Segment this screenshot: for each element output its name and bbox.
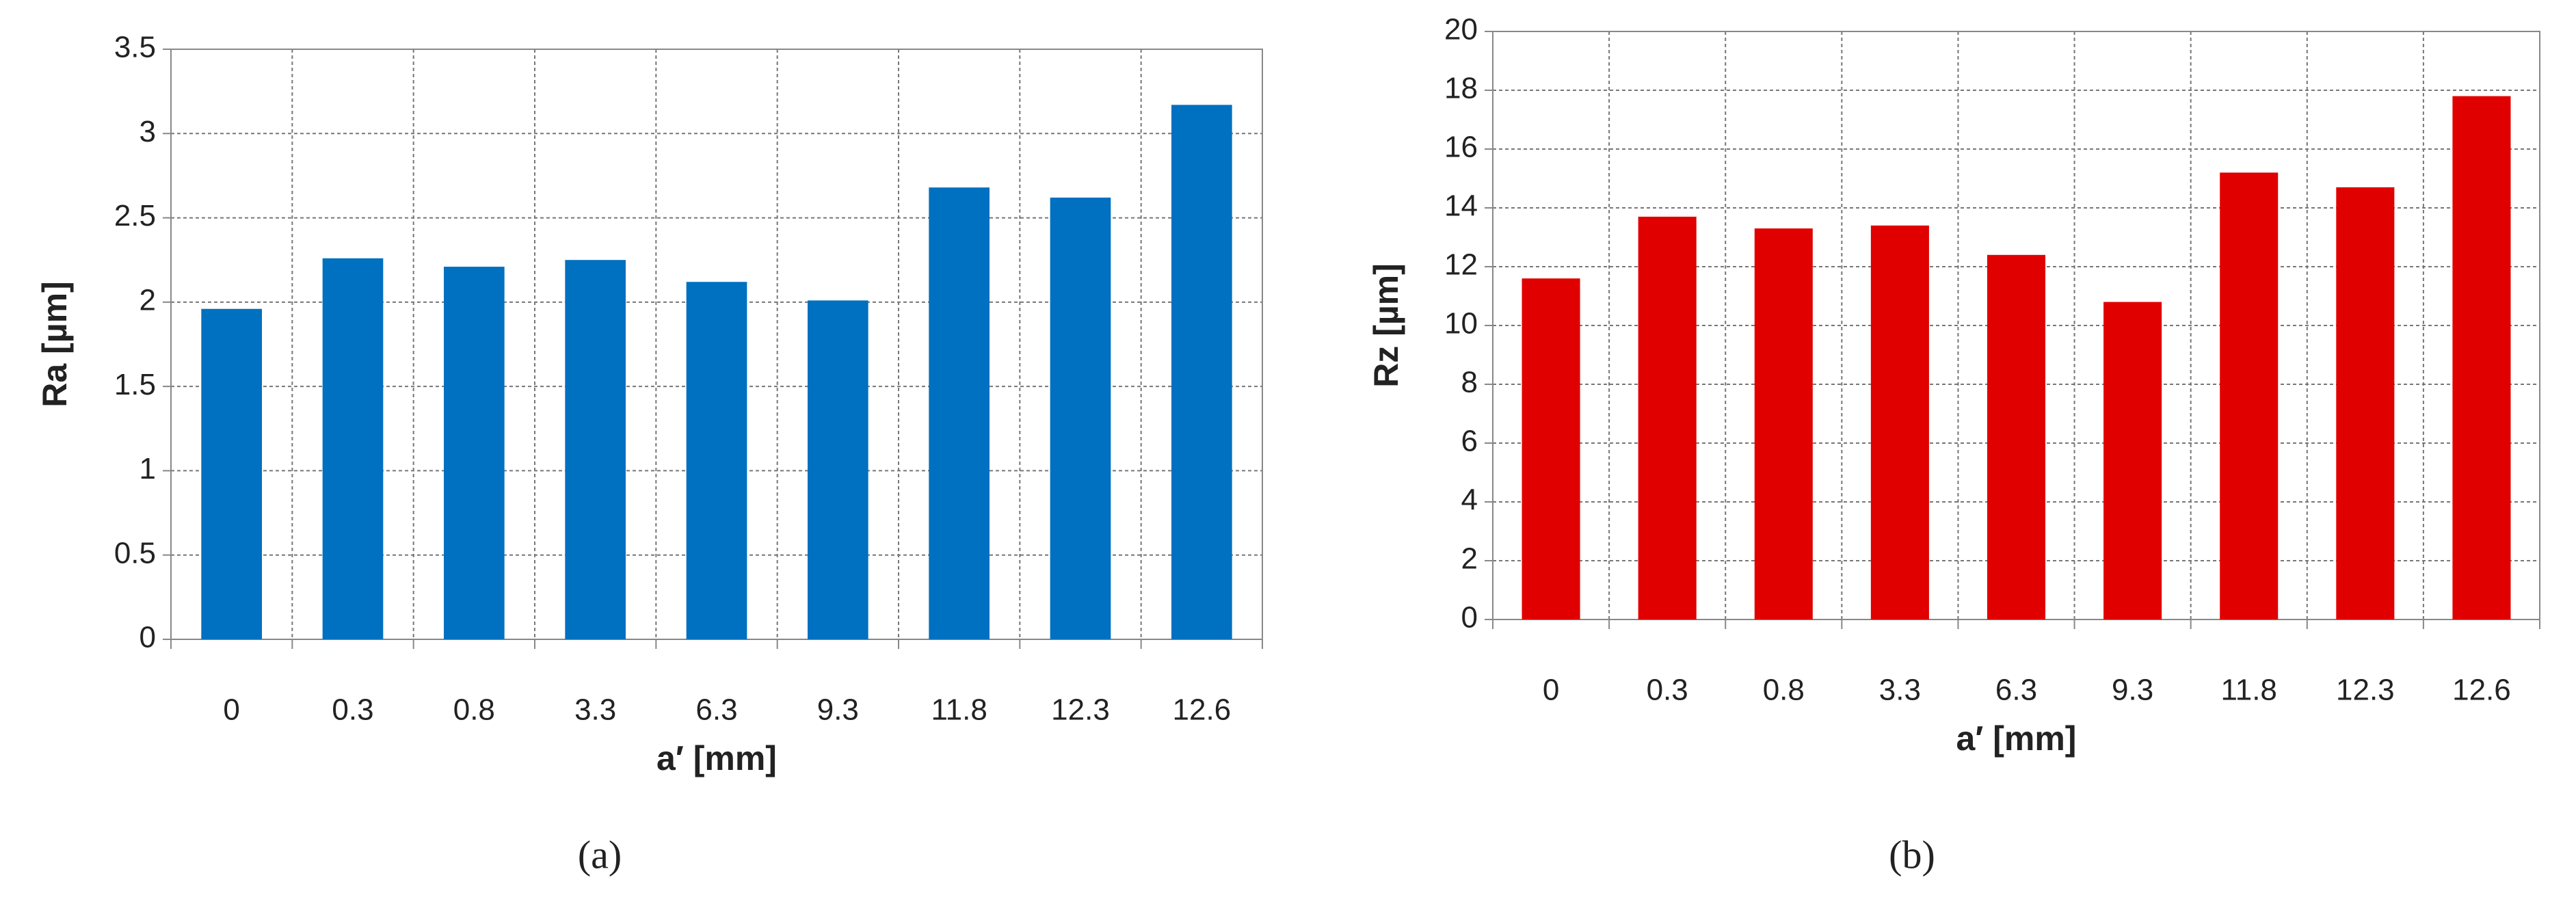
y-axis-title: Rz [µm]: [1367, 263, 1405, 388]
y-tick-label: 0: [1461, 601, 1478, 635]
x-tick-label: 12.6: [1173, 693, 1232, 727]
bar: [1754, 228, 1813, 620]
bar: [444, 267, 505, 639]
y-tick-label: 6: [1461, 425, 1478, 458]
bar: [1638, 216, 1697, 620]
x-tick-label: 0: [1543, 674, 1559, 707]
y-tick-label: 12: [1444, 248, 1478, 282]
y-tick-label: 2: [1461, 542, 1478, 576]
y-tick-label: 1: [140, 452, 156, 485]
y-tick-label: 1.5: [114, 368, 156, 401]
y-tick-label: 2: [140, 283, 156, 317]
bar: [2336, 187, 2395, 620]
bar: [1171, 105, 1232, 639]
caption: (b): [1889, 832, 1935, 877]
x-tick-label: 12.3: [2336, 674, 2395, 707]
y-tick-label: 3: [140, 115, 156, 148]
bar: [1522, 278, 1580, 620]
x-tick-label: 3.3: [574, 693, 616, 727]
y-tick-label: 14: [1444, 189, 1478, 223]
x-axis-title: a′ [mm]: [656, 739, 777, 777]
bar: [686, 282, 747, 640]
x-tick-label: 6.3: [1995, 674, 2037, 707]
bar: [322, 258, 384, 640]
x-tick-label: 11.8: [2221, 674, 2277, 707]
y-tick-label: 4: [1461, 483, 1478, 517]
x-tick-label: 0: [223, 693, 239, 727]
x-tick-label: 12.6: [2452, 674, 2511, 707]
bar: [1050, 197, 1111, 639]
y-tick-label: 3.5: [114, 31, 156, 64]
bar: [2220, 172, 2279, 620]
x-tick-label: 0.8: [1763, 674, 1805, 707]
caption: (a): [578, 832, 622, 877]
y-tick-label: 2.5: [114, 199, 156, 232]
y-tick-label: 10: [1444, 307, 1478, 341]
bar: [2452, 96, 2511, 620]
y-tick-label: 0: [140, 621, 156, 654]
y-axis-title: Ra [µm]: [36, 281, 74, 407]
y-tick-label: 0.5: [114, 536, 156, 570]
bar: [1987, 254, 2046, 620]
x-tick-label: 0.3: [332, 693, 373, 727]
x-tick-label: 11.8: [931, 693, 987, 727]
x-tick-label: 9.3: [2112, 674, 2153, 707]
bar: [808, 300, 868, 639]
y-tick-label: 16: [1444, 131, 1478, 164]
y-tick-label: 20: [1444, 13, 1478, 46]
x-tick-label: 12.3: [1051, 693, 1110, 727]
x-tick-label: 0.8: [453, 693, 495, 727]
x-tick-label: 0.3: [1647, 674, 1688, 707]
bar: [201, 308, 262, 639]
bar: [1870, 225, 1929, 620]
x-tick-label: 3.3: [1879, 674, 1921, 707]
bar: [565, 260, 626, 639]
bar: [2103, 302, 2162, 620]
y-tick-label: 8: [1461, 366, 1478, 399]
x-axis-title: a′ [mm]: [1956, 719, 2077, 758]
bar: [929, 187, 990, 639]
y-tick-label: 18: [1444, 72, 1478, 105]
x-tick-label: 6.3: [695, 693, 737, 727]
x-tick-label: 9.3: [817, 693, 859, 727]
